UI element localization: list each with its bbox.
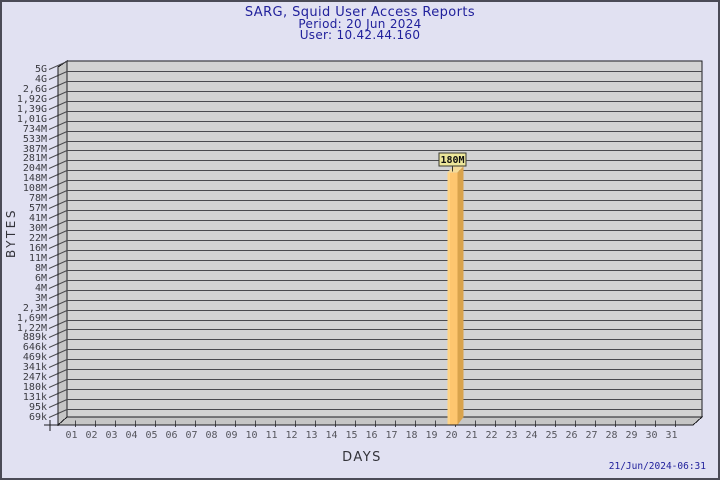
- svg-text:889k: 889k: [23, 332, 47, 343]
- svg-text:30M: 30M: [29, 223, 47, 234]
- svg-text:31: 31: [665, 430, 677, 441]
- generation-timestamp: 21/Jun/2024-06:31: [608, 461, 706, 472]
- svg-text:26: 26: [565, 430, 577, 441]
- svg-text:533M: 533M: [23, 134, 47, 145]
- svg-text:12: 12: [285, 430, 297, 441]
- svg-text:148M: 148M: [23, 173, 47, 184]
- svg-text:09: 09: [225, 430, 237, 441]
- chart-header: SARG, Squid User Access Reports Period: …: [60, 6, 660, 41]
- svg-text:06: 06: [165, 430, 177, 441]
- svg-text:1,22M: 1,22M: [17, 323, 47, 334]
- svg-text:108M: 108M: [23, 183, 47, 194]
- svg-text:17: 17: [385, 430, 397, 441]
- svg-text:16: 16: [365, 430, 377, 441]
- svg-text:28: 28: [605, 430, 617, 441]
- svg-text:27: 27: [585, 430, 597, 441]
- svg-text:16M: 16M: [29, 243, 47, 254]
- svg-text:29: 29: [625, 430, 637, 441]
- svg-text:180k: 180k: [23, 382, 47, 393]
- svg-text:41M: 41M: [29, 213, 47, 224]
- svg-text:24: 24: [525, 430, 537, 441]
- plot-panel: [66, 60, 703, 418]
- svg-text:02: 02: [85, 430, 97, 441]
- svg-text:180M: 180M: [440, 155, 464, 166]
- x-tick-labels: 01 02 03 04 05 06 07 08 09 10 11 12 13 14 15 16 17 18 19 20…: [65, 420, 678, 441]
- page-title: SARG, Squid User Access Reports: [244, 5, 476, 20]
- svg-text:1,92G: 1,92G: [17, 94, 47, 105]
- svg-text:01: 01: [65, 430, 77, 441]
- svg-text:13: 13: [305, 430, 317, 441]
- svg-text:6M: 6M: [35, 273, 47, 284]
- svg-text:03: 03: [105, 430, 117, 441]
- svg-text:1,69M: 1,69M: [17, 313, 47, 324]
- svg-text:341k: 341k: [23, 362, 47, 373]
- svg-text:1,39G: 1,39G: [17, 104, 47, 115]
- svg-text:4G: 4G: [35, 74, 47, 85]
- svg-text:204M: 204M: [23, 163, 47, 174]
- svg-text:5G: 5G: [35, 64, 47, 75]
- y-axis-title: BYTES: [4, 208, 18, 258]
- svg-text:734M: 734M: [23, 124, 47, 135]
- svg-text:95k: 95k: [29, 402, 47, 413]
- svg-text:20: 20: [445, 430, 457, 441]
- svg-text:14: 14: [325, 430, 337, 441]
- svg-text:07: 07: [185, 430, 197, 441]
- svg-text:22M: 22M: [29, 233, 47, 244]
- svg-text:57M: 57M: [29, 203, 47, 214]
- bar-value-label-20: 180M: [438, 152, 467, 172]
- y-tick-labels: 5G4G2,6G1,92G1,39G1,01G734M533M387M281M2…: [17, 64, 47, 423]
- x-axis-title: DAYS: [342, 450, 382, 465]
- svg-text:30: 30: [645, 430, 657, 441]
- svg-text:22: 22: [485, 430, 497, 441]
- svg-text:11M: 11M: [29, 253, 47, 264]
- svg-text:469k: 469k: [23, 352, 47, 363]
- svg-text:3M: 3M: [35, 293, 47, 304]
- axis-frame: [44, 67, 693, 431]
- y-gridlines: [48, 61, 702, 418]
- bottom-3d-face: [56, 416, 704, 426]
- svg-text:8M: 8M: [35, 263, 47, 274]
- svg-text:69k: 69k: [29, 412, 47, 423]
- svg-text:387M: 387M: [23, 144, 47, 155]
- report-user: User: 10.42.44.160: [299, 28, 421, 42]
- svg-text:08: 08: [205, 430, 217, 441]
- svg-text:2,6G: 2,6G: [23, 84, 47, 95]
- svg-text:15: 15: [345, 430, 357, 441]
- svg-text:11: 11: [265, 430, 277, 441]
- svg-text:1,01G: 1,01G: [17, 114, 47, 125]
- svg-text:19: 19: [425, 430, 437, 441]
- svg-text:23: 23: [505, 430, 517, 441]
- svg-text:131k: 131k: [23, 392, 47, 403]
- svg-text:247k: 247k: [23, 372, 47, 383]
- svg-text:78M: 78M: [29, 193, 47, 204]
- svg-text:10: 10: [245, 430, 257, 441]
- svg-text:646k: 646k: [23, 342, 47, 353]
- svg-text:21: 21: [465, 430, 477, 441]
- svg-text:05: 05: [145, 430, 157, 441]
- svg-text:18: 18: [405, 430, 417, 441]
- bar-day-20: [447, 166, 464, 425]
- svg-text:4M: 4M: [35, 283, 47, 294]
- svg-text:2,3M: 2,3M: [23, 303, 47, 314]
- svg-text:25: 25: [545, 430, 557, 441]
- svg-text:281M: 281M: [23, 153, 47, 164]
- report-period: Period: 20 Jun 2024: [298, 17, 422, 31]
- svg-text:04: 04: [125, 430, 137, 441]
